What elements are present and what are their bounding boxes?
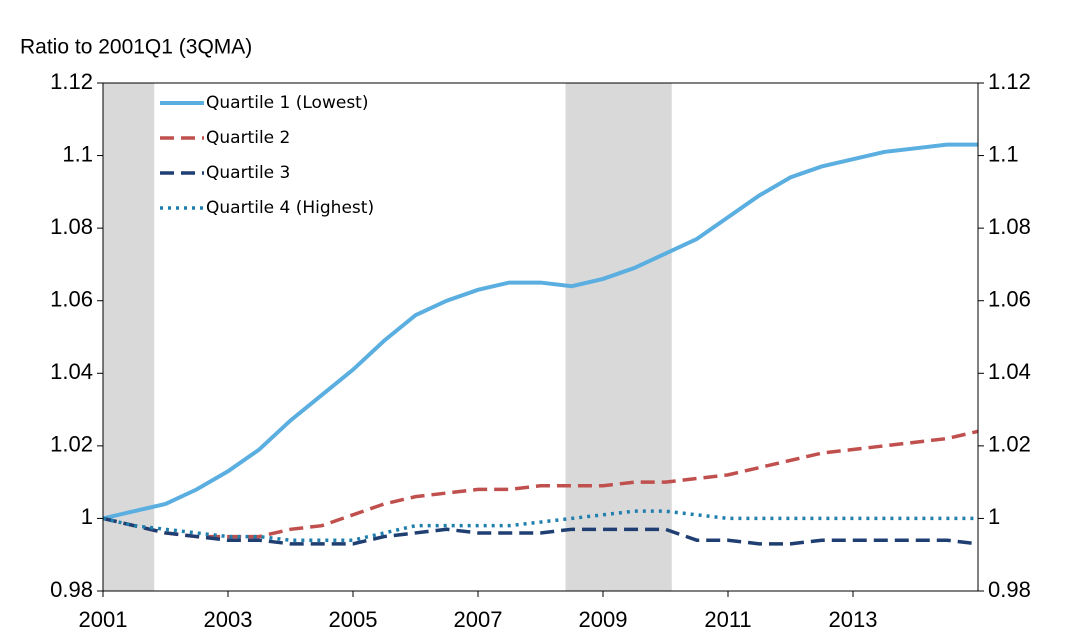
y2-tick-label: 1.02: [988, 432, 1031, 457]
y2-tick-label: 1.08: [988, 214, 1031, 239]
series-line: [102, 516, 979, 546]
y2-tick-label: 1.04: [988, 359, 1031, 384]
recession-shade: [103, 83, 155, 591]
legend-label: Quartile 3: [206, 163, 290, 183]
y-tick-label: 0.98: [50, 577, 93, 602]
y-tick-label: 1.08: [50, 214, 93, 239]
y2-tick-label: 1.12: [988, 69, 1031, 94]
x-tick-label: 2009: [579, 607, 628, 632]
x-tick-label: 2007: [454, 607, 503, 632]
y2-tick-label: 1.1: [988, 141, 1019, 166]
x-tick-label: 2013: [829, 607, 878, 632]
y2-tick-label: 1.06: [988, 287, 1031, 312]
y-tick-label: 1.1: [62, 141, 93, 166]
recession-shade: [565, 83, 672, 591]
y-tick-label: 1.12: [50, 69, 93, 94]
series-line: [102, 429, 979, 539]
plot-border: [102, 82, 979, 592]
y-tick-label: 1.06: [50, 287, 93, 312]
legend-label: Quartile 1 (Lowest): [206, 93, 368, 113]
x-tick-label: 2003: [204, 607, 253, 632]
y2-tick-label: 0.98: [988, 577, 1031, 602]
y-tick-label: 1: [81, 504, 93, 529]
y-tick-label: 1.04: [50, 359, 93, 384]
x-tick-label: 2005: [329, 607, 378, 632]
x-tick-label: 2011: [704, 607, 751, 632]
series-line: [102, 509, 978, 542]
chart-title: Ratio to 2001Q1 (3QMA): [20, 36, 252, 59]
legend-label: Quartile 4 (Highest): [206, 198, 374, 218]
y-tick-label: 1.02: [50, 432, 93, 457]
y2-tick-label: 1: [988, 504, 1000, 529]
x-tick-label: 2001: [79, 607, 128, 632]
series-line: [102, 142, 978, 521]
legend-label: Quartile 2: [206, 128, 290, 148]
